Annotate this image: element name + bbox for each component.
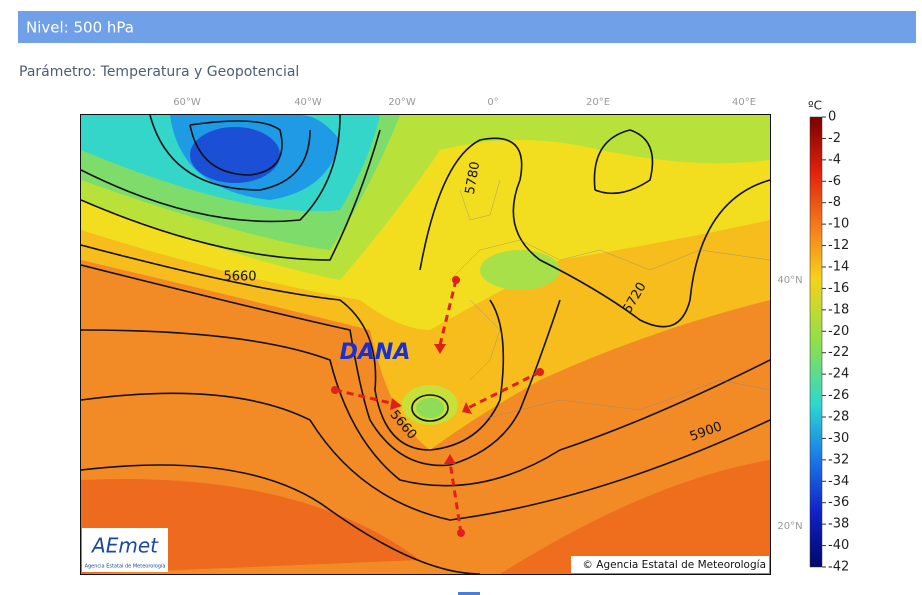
logo-box	[82, 528, 168, 572]
colorbar-tick-label: -36	[828, 495, 849, 510]
colorbar-tick-label: -22	[828, 345, 849, 360]
colorbar	[809, 116, 823, 568]
colorbar-tick-label: 0	[828, 110, 836, 125]
pager-indicator[interactable]	[458, 592, 480, 595]
colorbar-tick-label: -42	[828, 560, 849, 575]
colorbar-tick-label: -20	[828, 324, 849, 339]
copyright: © Agencia Estatal de Meteorología	[582, 559, 766, 571]
logo-subtitle: Agencia Estatal de Meteorología	[85, 563, 166, 570]
header-title: Nivel: 500 hPa	[26, 19, 134, 37]
colorbar-tick-label: -18	[828, 302, 849, 317]
colorbar-tick-label: -10	[828, 217, 849, 232]
colorbar-tick-label: -32	[828, 452, 849, 467]
longitude-label: 20°E	[586, 97, 610, 108]
colorbar-ticks: 0 -2 -4 -6 -8 -10 -12 -14 -16 -18 -20 -22 -24 -26 -28 -…	[822, 110, 849, 575]
longitude-labels: 60°W 40°W 20°W 0° 20°E 40°E	[173, 97, 756, 108]
colorbar-tick-label: -26	[828, 388, 849, 403]
colorbar-tick-label: -2	[828, 131, 841, 146]
colorbar-tick-label: -4	[828, 152, 841, 167]
dana-label: DANA	[340, 340, 411, 365]
colorbar-tick-label: -14	[828, 260, 849, 275]
colorbar-tick-label: -24	[828, 367, 849, 382]
copyright-box	[571, 556, 769, 573]
colorbar-tick-label: -16	[828, 281, 849, 296]
longitude-label: 40°W	[294, 97, 322, 108]
colorbar-tick-label: -8	[828, 195, 841, 210]
longitude-label: 60°W	[173, 97, 201, 108]
map-frame	[80, 114, 771, 575]
colorbar-tick-label: -28	[828, 410, 849, 425]
header-bar	[18, 11, 916, 43]
colorbar-tick-label: -34	[828, 474, 849, 489]
colorbar-tick-label: -6	[828, 174, 841, 189]
longitude-label: 0°	[487, 97, 498, 108]
colorbar-tick-label: -40	[828, 538, 849, 553]
colorbar-tick-label: -30	[828, 431, 849, 446]
longitude-label: 20°W	[388, 97, 416, 108]
longitude-label: 40°E	[732, 97, 756, 108]
parameter-label: Parámetro: Temperatura y Geopotencial	[19, 64, 299, 80]
colorbar-tick-label: -38	[828, 517, 849, 532]
contour-label: 5660	[223, 270, 256, 285]
latitude-label: 40°N	[777, 275, 802, 286]
colorbar-unit: ºC	[808, 99, 822, 113]
latitude-labels: 40°N 20°N	[777, 275, 802, 532]
contour-label: 5780	[463, 160, 484, 195]
latitude-label: 20°N	[777, 521, 802, 532]
colorbar-tick-label: -12	[828, 238, 849, 253]
logo: AEmet	[90, 534, 159, 558]
